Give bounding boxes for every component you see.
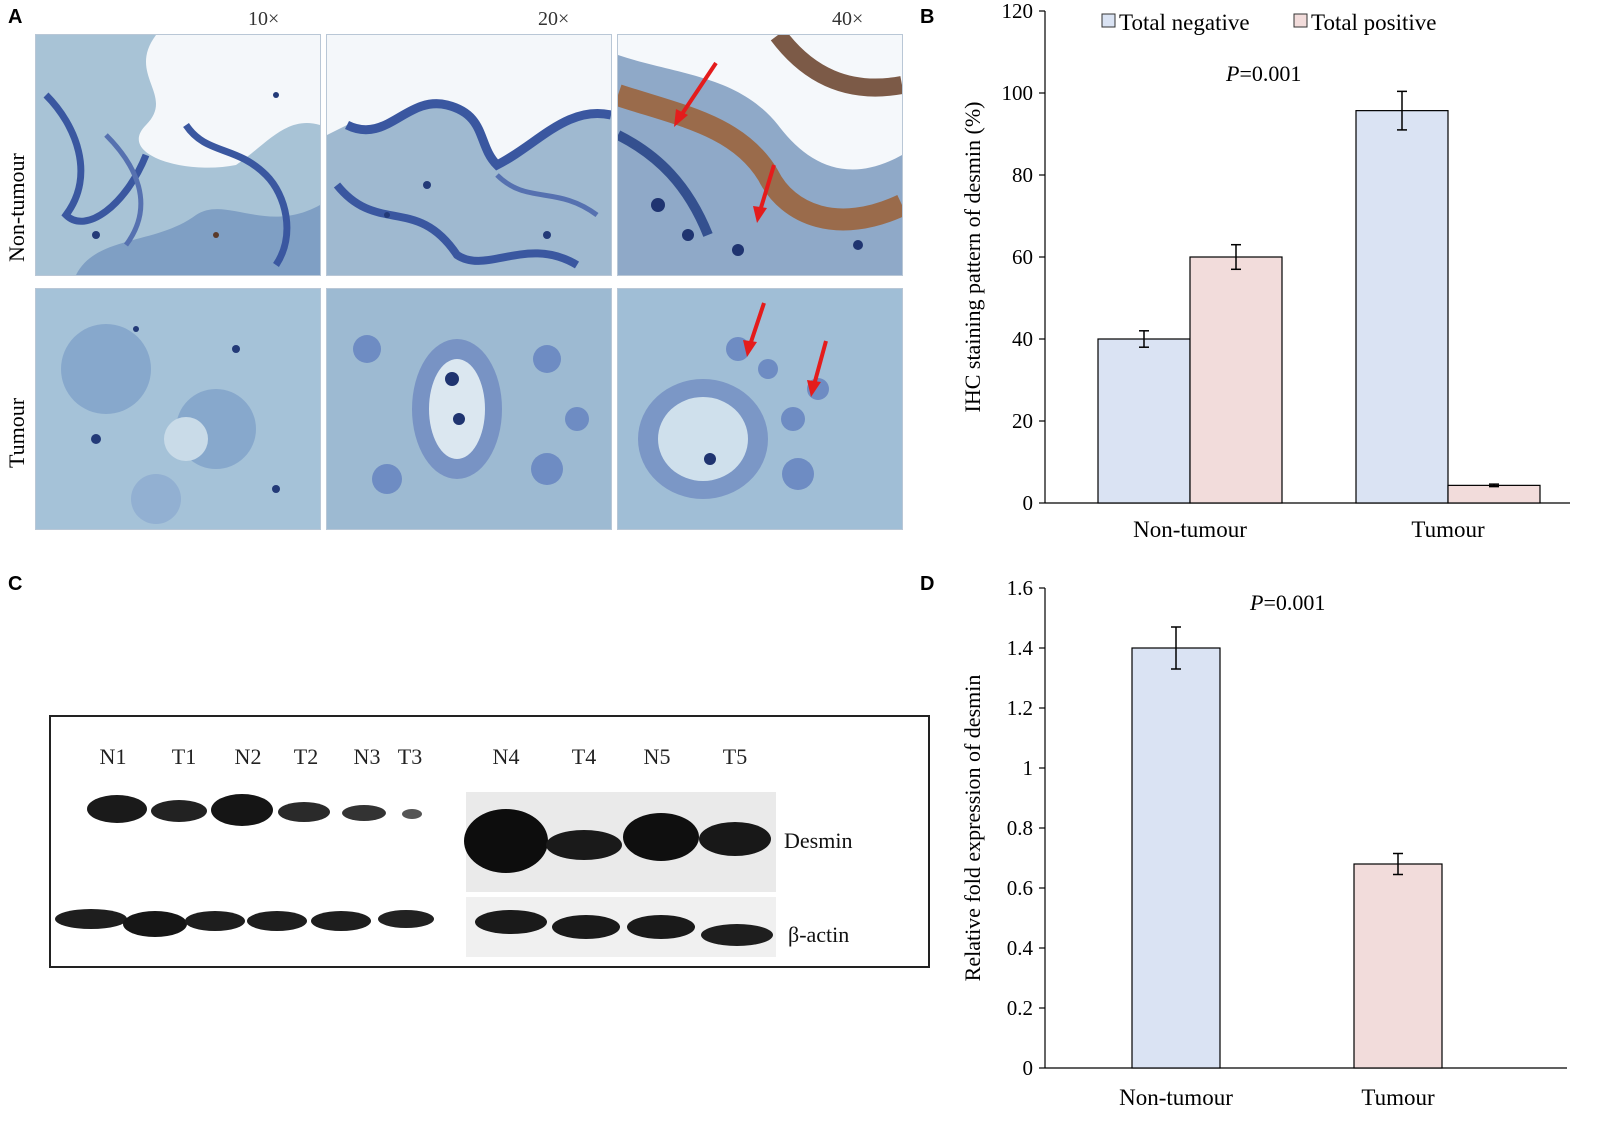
legend-label: Total negative [1119,10,1250,35]
micrograph-non-tumour-40x-image [618,35,902,275]
y-tick-label: 0.8 [1007,816,1033,840]
x-tick-label: Tumour [1411,517,1485,542]
micrograph-non-tumour-40x [617,34,903,276]
y-axis-label: Relative fold expression of desmin [960,675,985,982]
western-blot: N1 T1 N2 T2 N3 T3 N4 T4 N5 T5 [49,715,930,968]
micrograph-non-tumour-20x-image [327,35,611,275]
bar [1097,338,1191,504]
arrow-icon [807,340,828,397]
arrow-icon [753,164,776,223]
lane-label: N2 [234,744,262,769]
micrograph-tumour-10x [35,288,321,530]
p-value-annotation: P=0.001 [1225,61,1301,86]
y-tick-label: 0 [1023,491,1034,515]
micrograph-tumour-10x-image [36,289,320,529]
desmin-bands-right [464,809,771,873]
bar [1353,863,1443,1069]
x-tick-label: Non-tumour [1133,517,1247,542]
chart-b: 0 20 40 60 80 100 120 IHC staining pattern of d… [960,0,1570,542]
panel-letter-a: A [8,6,23,28]
magnification-label-10x: 10× [248,8,280,30]
legend-label: Total positive [1311,10,1437,35]
row-label-tumour: Tumour [4,397,29,468]
panel-letter-b: B [920,6,935,28]
bar [1131,647,1221,1069]
y-tick-label: 20 [1012,409,1033,433]
beta-actin-bands-right [475,910,773,946]
p-value-annotation: P=0.001 [1249,590,1325,615]
y-tick-label: 0.6 [1007,876,1033,900]
row-label-non-tumour: Non-tumour [4,153,29,262]
x-tick-label: Tumour [1361,1085,1435,1110]
lane-label: T5 [722,744,748,769]
magnification-label-20x: 20× [538,8,570,30]
arrow-icon [674,61,718,127]
chart-d: 0 0.2 0.4 0.6 0.8 1 1.2 1.4 1.6 Relative fold exp… [960,576,1567,1110]
lane-label: N5 [643,744,671,769]
micrograph-non-tumour-10x-image [36,35,320,275]
legend-swatch [1101,13,1116,28]
desmin-bands-left [87,794,422,826]
panel-letter-c: C [8,573,23,595]
y-axis-label: IHC staining pattern of desmin (%) [960,102,985,413]
blot-bands [55,792,776,957]
bar [1355,110,1449,504]
lane-label: T2 [293,744,319,769]
y-tick-label: 1 [1023,756,1034,780]
y-tick-label: 1.6 [1007,576,1033,600]
band-label-desmin: Desmin [784,828,853,853]
bar [1447,484,1541,504]
micrograph-tumour-40x-image [618,289,902,529]
lane-label: T3 [397,744,423,769]
arrow-icon [743,302,766,357]
bar [1189,256,1283,504]
y-tick-label: 80 [1012,163,1033,187]
panel-letter-d: D [920,573,935,595]
micrograph-tumour-20x-image [327,289,611,529]
y-tick-label: 1.2 [1007,696,1033,720]
y-tick-label: 0 [1023,1056,1034,1080]
x-tick-label: Non-tumour [1119,1085,1233,1110]
beta-actin-bands-left [55,909,434,937]
y-tick-label: 0.2 [1007,996,1033,1020]
lane-label: T4 [571,744,597,769]
band-label-beta-actin: β-actin [788,922,850,947]
lane-label: N1 [99,744,127,769]
lane-label: N3 [353,744,381,769]
y-tick-label: 100 [1002,81,1034,105]
micrograph-non-tumour-20x [326,34,612,276]
y-tick-label: 120 [1002,0,1034,23]
lane-label: T1 [171,744,197,769]
y-tick-label: 0.4 [1007,936,1034,960]
micrograph-tumour-40x [617,288,903,530]
micrograph-tumour-20x [326,288,612,530]
micrograph-non-tumour-10x [35,34,321,276]
y-tick-label: 40 [1012,327,1033,351]
lane-label: N4 [492,744,520,769]
magnification-label-40x: 40× [832,8,864,30]
y-tick-label: 60 [1012,245,1033,269]
legend-swatch [1293,13,1308,28]
y-tick-label: 1.4 [1007,636,1034,660]
